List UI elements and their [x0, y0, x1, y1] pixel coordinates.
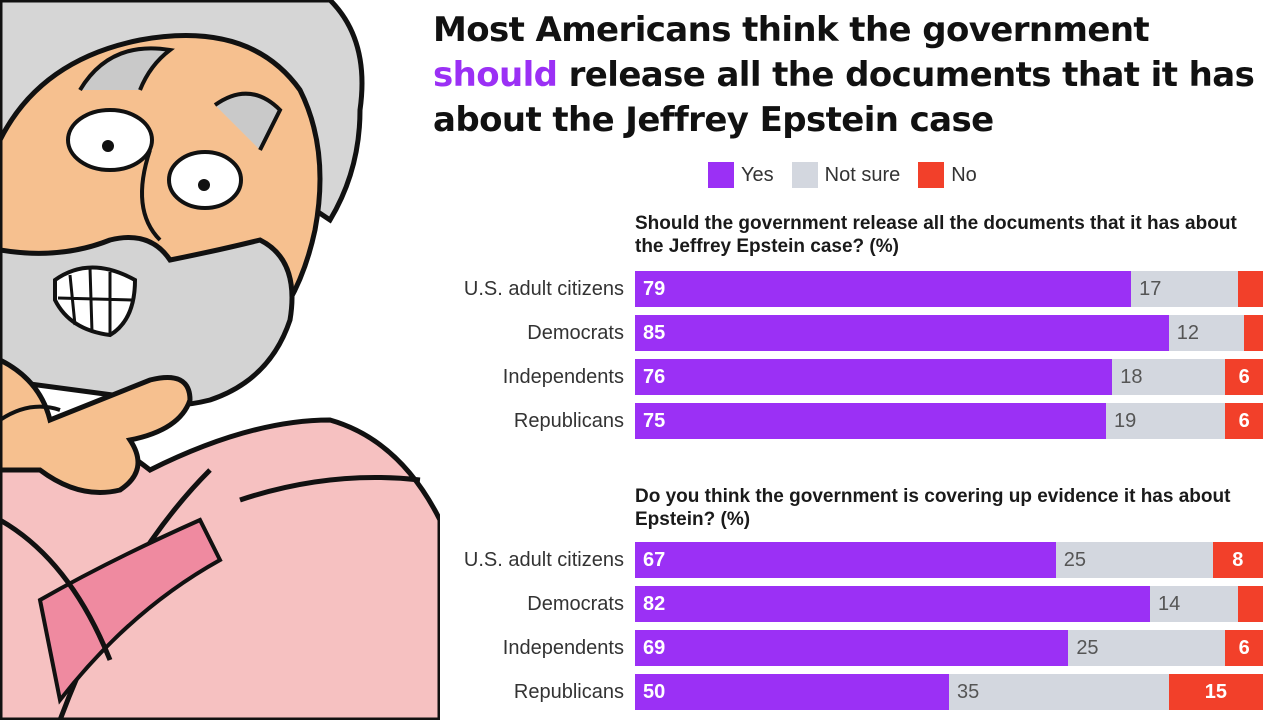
- chart-1-bar-no-democrats: [1244, 315, 1263, 351]
- chart-2-value-yes-u-s-adult-citizens: 67: [643, 549, 666, 571]
- chart-2-bar-no-republicans: [1168, 674, 1263, 710]
- chart-2-bar-no-u-s-adult-citizens: [1212, 542, 1263, 578]
- chart-2-bar-yes-republicans: [635, 674, 949, 710]
- legend-item-yes: Yes: [708, 162, 774, 188]
- chart-2-bar-no-democrats: [1237, 586, 1263, 622]
- chart-1-value-not-sure-democrats: 12: [1176, 322, 1200, 344]
- chart-1-row-label-democrats: Democrats: [527, 322, 624, 344]
- chart-2-row-label-u-s-adult-citizens: U.S. adult citizens: [463, 549, 624, 571]
- legend-label-not-sure: Not sure: [824, 163, 901, 186]
- chart-2-value-not-sure-independents: 25: [1076, 637, 1099, 659]
- chart-1-row-label-u-s-adult-citizens: U.S. adult citizens: [463, 278, 624, 300]
- chart-1-value-not-sure-republicans: 19: [1114, 410, 1137, 432]
- title-part-1: Most Americans think the government: [433, 10, 1150, 50]
- chart-1-bar-yes-democrats: [635, 315, 1169, 351]
- chart-2-bar-not-sure-democrats: [1149, 586, 1238, 622]
- chart-1-value-no-independents: 6: [1238, 366, 1250, 388]
- chart-legend: Yes Not sure No: [708, 162, 995, 188]
- legend-label-yes: Yes: [741, 163, 774, 186]
- chart-2-value-yes-republicans: 50: [643, 681, 666, 703]
- chart-2-bar-not-sure-republicans: [949, 674, 1169, 710]
- chart-2-value-not-sure-republicans: 35: [957, 681, 980, 703]
- chart-2-value-no-independents: 6: [1238, 637, 1250, 659]
- chart-1-value-not-sure-independents: 18: [1120, 366, 1143, 388]
- chart-2-question: Do you think the government is covering …: [635, 486, 1231, 530]
- chart-1-bar-no-independents: [1225, 359, 1263, 395]
- title-part-2: release all the documents that it has ab…: [433, 55, 1255, 140]
- chart-1-value-yes-republicans: 75: [643, 410, 666, 432]
- chart-2-bar-not-sure-independents: [1068, 630, 1226, 666]
- chart-1-bar-not-sure-independents: [1112, 359, 1226, 395]
- chart-2-row-label-democrats: Democrats: [527, 593, 624, 615]
- chart-2-bar-no-independents: [1225, 630, 1263, 666]
- chart-2-value-yes-independents: 69: [643, 637, 666, 659]
- legend-item-no: No: [918, 162, 977, 188]
- chart-1-bar-no-u-s-adult-citizens: [1237, 271, 1263, 307]
- chart-1-row-label-republicans: Republicans: [513, 410, 624, 432]
- chart-1-value-no-republicans: 6: [1238, 410, 1250, 432]
- chart-1-bar-yes-u-s-adult-citizens: [635, 271, 1132, 307]
- chart-1-value-yes-democrats: 85: [643, 322, 666, 344]
- chart-2-bar-not-sure-u-s-adult-citizens: [1055, 542, 1213, 578]
- chart-1-bar-yes-republicans: [635, 403, 1106, 439]
- chart-2-bar-yes-democrats: [635, 586, 1150, 622]
- chart-2-value-not-sure-u-s-adult-citizens: 25: [1063, 549, 1086, 571]
- chart-1-bar-not-sure-republicans: [1106, 403, 1226, 439]
- chart-2-bar-yes-independents: [635, 630, 1069, 666]
- title-highlight-word: should: [433, 55, 558, 95]
- chart-2-bar-yes-u-s-adult-citizens: [635, 542, 1056, 578]
- chart-1-row-label-independents: Independents: [502, 366, 624, 388]
- chart-1-bar-not-sure-u-s-adult-citizens: [1131, 271, 1238, 307]
- chart-2-row-label-republicans: Republicans: [513, 681, 624, 703]
- chart-2-row-label-independents: Independents: [502, 637, 624, 659]
- chart-1-value-yes-u-s-adult-citizens: 79: [643, 278, 666, 300]
- chart-2-value-yes-democrats: 82: [643, 593, 666, 615]
- chart-1-bar-no-republicans: [1225, 403, 1263, 439]
- cartoon-illustration: [0, 0, 440, 720]
- chart-1-value-yes-independents: 76: [643, 366, 666, 388]
- chart-2-value-no-republicans: 15: [1204, 681, 1228, 703]
- chart-1-bar-yes-independents: [635, 359, 1113, 395]
- legend-swatch-no: [918, 162, 945, 188]
- chart-1-bar-not-sure-democrats: [1168, 315, 1245, 351]
- chart-main-title: Most Americans think the government shoul…: [433, 8, 1263, 143]
- chart-1-value-not-sure-u-s-adult-citizens: 17: [1139, 278, 1162, 300]
- legend-item-not-sure: Not sure: [791, 162, 901, 188]
- legend-label-no: No: [951, 163, 977, 186]
- chart-1-question: Should the government release all the do…: [635, 213, 1237, 257]
- legend-swatch-not-sure: [791, 162, 818, 188]
- chart-2-value-no-u-s-adult-citizens: 8: [1232, 549, 1244, 571]
- chart-2-value-not-sure-democrats: 14: [1157, 593, 1181, 615]
- legend-swatch-yes: [708, 162, 734, 188]
